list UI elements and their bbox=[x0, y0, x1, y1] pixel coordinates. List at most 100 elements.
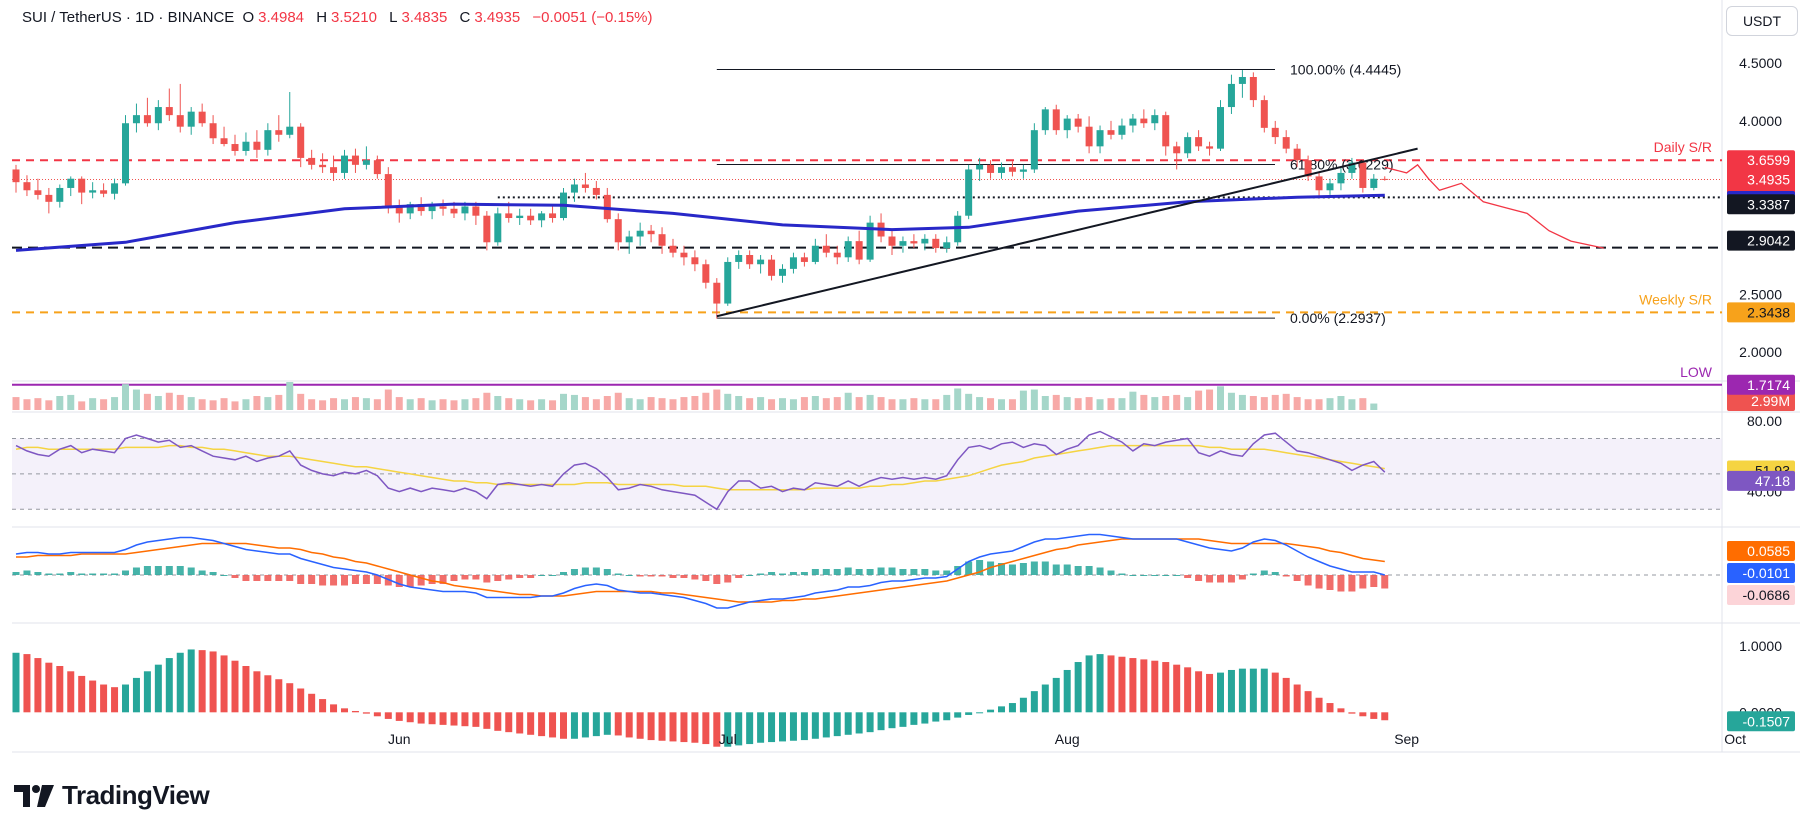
volume-bar bbox=[1195, 390, 1203, 410]
macd-histogram-bar bbox=[264, 575, 272, 581]
macd-histogram-bar bbox=[461, 575, 469, 580]
oscillator-bar bbox=[253, 671, 261, 713]
macd-histogram-bar bbox=[143, 566, 151, 575]
volume-bar bbox=[1315, 399, 1323, 410]
candle-body bbox=[187, 111, 195, 127]
candle-body bbox=[264, 130, 272, 150]
volume-bar bbox=[1063, 397, 1071, 410]
oscillator-bar bbox=[987, 709, 995, 713]
volume-bar bbox=[1227, 392, 1235, 410]
currency-unit-button[interactable]: USDT bbox=[1726, 6, 1798, 36]
macd-histogram-bar bbox=[789, 572, 797, 575]
candle-body bbox=[286, 126, 294, 135]
volume-bar bbox=[505, 398, 513, 410]
candle-body bbox=[647, 230, 655, 235]
fib-label: 100.00% (4.4445) bbox=[1290, 62, 1401, 78]
oscillator-bar bbox=[1238, 668, 1246, 713]
volume-bar bbox=[143, 393, 151, 410]
oscillator-tick-label: 1.0000 bbox=[1739, 638, 1782, 654]
volume-bar bbox=[1140, 394, 1148, 410]
oscillator-bar bbox=[1217, 672, 1224, 713]
macd-histogram-bar bbox=[1074, 566, 1082, 575]
candle-body bbox=[570, 184, 578, 193]
macd-histogram-bar bbox=[921, 569, 929, 575]
oscillator-bar bbox=[1271, 672, 1279, 713]
volume-bar bbox=[176, 394, 184, 410]
oscillator-bar bbox=[1096, 654, 1104, 713]
candle-body bbox=[899, 241, 907, 246]
oscillator-bar bbox=[1019, 697, 1027, 713]
oscillator-bar bbox=[1249, 668, 1257, 713]
macd-histogram-bar bbox=[154, 566, 162, 575]
macd-histogram-bar bbox=[658, 575, 666, 577]
oscillator-bar bbox=[1304, 691, 1312, 713]
macd-histogram-bar bbox=[176, 566, 184, 575]
volume-bar bbox=[724, 393, 732, 410]
macd-layer: 0.0585 -0.0101 -0.0686 bbox=[12, 533, 1795, 609]
macd-histogram-bar bbox=[779, 573, 786, 575]
grid-layer bbox=[12, 0, 1800, 753]
candle-body bbox=[395, 207, 403, 214]
oscillator-bar bbox=[910, 712, 918, 725]
symbol-title[interactable]: SUI / TetherUS · 1D · BINANCE bbox=[22, 9, 235, 26]
ohlc-close: C 3.4935 bbox=[460, 9, 525, 26]
macd-histogram-bar bbox=[844, 567, 852, 575]
tradingview-logo[interactable]: TradingView bbox=[14, 780, 210, 811]
macd-tag-bg bbox=[1727, 563, 1795, 583]
macd-histogram-bar bbox=[100, 573, 108, 575]
macd-histogram-bar bbox=[549, 575, 557, 576]
macd-histogram-bar bbox=[954, 566, 962, 575]
last-price-tag: 3.4935 bbox=[1747, 171, 1790, 187]
candle-body bbox=[34, 190, 42, 195]
candle-body bbox=[844, 241, 852, 258]
oscillator-bar bbox=[713, 712, 721, 747]
volume-bar bbox=[132, 389, 140, 410]
macd-histogram-bar bbox=[319, 575, 327, 586]
candle-body bbox=[1359, 162, 1367, 188]
oscillator-bar bbox=[111, 687, 119, 713]
volume-bar bbox=[253, 396, 261, 410]
candle-body bbox=[669, 245, 677, 253]
macd-histogram-bar bbox=[1370, 575, 1378, 587]
candle-body bbox=[965, 169, 973, 216]
volume-bar bbox=[1162, 396, 1170, 410]
oscillator-bar bbox=[822, 712, 830, 738]
volume-bar bbox=[1260, 397, 1268, 410]
candle-body bbox=[998, 167, 1005, 173]
oscillator-bar bbox=[89, 680, 97, 713]
macd-histogram-bar bbox=[132, 567, 140, 575]
macd-histogram-bar bbox=[406, 575, 414, 587]
oscillator-bar bbox=[976, 712, 984, 714]
candle-body bbox=[658, 234, 666, 246]
tradingview-wordmark: TradingView bbox=[62, 780, 210, 810]
volume-bar bbox=[932, 399, 940, 410]
macd-histogram-bar bbox=[1359, 575, 1367, 589]
oscillator-bar bbox=[1359, 712, 1367, 717]
macd-histogram-bar bbox=[768, 572, 776, 575]
candle-body bbox=[1052, 109, 1060, 131]
candle-body bbox=[12, 169, 20, 183]
candle-body bbox=[1381, 178, 1389, 180]
candle-body bbox=[461, 206, 469, 214]
volume-bar bbox=[330, 398, 338, 410]
oscillator-bar bbox=[505, 712, 513, 733]
candle-body bbox=[209, 123, 217, 139]
volume-bar bbox=[308, 399, 316, 410]
volume-bar bbox=[439, 399, 447, 410]
volume-tag: 2.99M bbox=[1751, 393, 1790, 409]
macd-histogram-bar bbox=[1118, 573, 1126, 575]
oscillator-bar bbox=[242, 666, 250, 713]
oscillator-bar bbox=[1085, 655, 1093, 713]
oscillator-bar bbox=[811, 712, 819, 739]
low-tag: LOW bbox=[1680, 364, 1713, 380]
macd-histogram-bar bbox=[1162, 575, 1170, 576]
oscillator-bar bbox=[286, 683, 294, 713]
ohlc-high: H 3.5210 bbox=[316, 9, 381, 26]
oscillator-bar bbox=[1184, 667, 1192, 713]
oscillator-bar bbox=[592, 712, 600, 737]
price-tick-label: 2.0000 bbox=[1739, 344, 1782, 360]
oscillator-bar bbox=[866, 712, 874, 733]
oscillator-bar bbox=[702, 712, 710, 745]
